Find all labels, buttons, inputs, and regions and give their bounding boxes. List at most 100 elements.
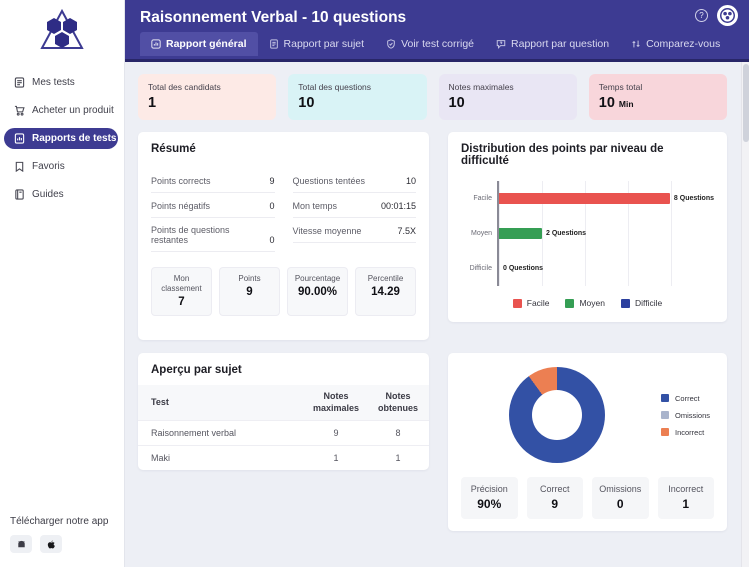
apple-icon xyxy=(47,540,55,548)
stat-precision: Précision 90% xyxy=(461,477,518,520)
sidebar-item-mes-tests[interactable]: Mes tests xyxy=(4,72,118,93)
legend-swatch-facile xyxy=(512,298,522,308)
donut-chart xyxy=(509,367,605,463)
tab-rapport-general[interactable]: Rapport général xyxy=(140,32,258,56)
kv-label: Vitesse moyenne xyxy=(292,226,362,236)
sidebar-item-label: Acheter un produit xyxy=(32,105,114,116)
stat-card-total-questions: Total des questions 10 xyxy=(288,74,427,120)
apple-app-button[interactable] xyxy=(40,535,62,553)
stat-value-number: 10 xyxy=(598,95,615,111)
legend-label: Omissions xyxy=(675,410,711,420)
sidebar-item-label: Rapports de tests xyxy=(32,133,117,144)
legend-label: Facile xyxy=(526,298,550,308)
column-header-test: Test xyxy=(151,396,169,407)
kv-points-corrects: Points corrects 9 xyxy=(151,168,275,193)
tab-bar: Rapport général Rapport par sujet Voir t… xyxy=(125,32,749,56)
legend-label: Moyen xyxy=(579,298,605,308)
subject-overview-card: Aperçu par sujet Test Notes maximales No… xyxy=(138,353,429,471)
column-header-notes-maximales: Notes maximales xyxy=(312,391,360,413)
android-icon xyxy=(17,540,25,547)
mini-label: Correct xyxy=(539,484,570,494)
stat-incorrect: Incorrect 1 xyxy=(657,477,714,520)
column-header-notes-obtenues: Notes obtenues xyxy=(377,391,418,413)
subject-table: Test Notes maximales Notes obtenues Rais… xyxy=(138,385,429,471)
top-header: Raisonnement Verbal - 10 questions Rappo… xyxy=(125,0,749,62)
tab-rapport-par-question[interactable]: Rapport par question xyxy=(485,32,620,56)
kv-value: 0 xyxy=(269,235,275,245)
stat-label: Notes maximales xyxy=(448,82,514,92)
sidebar-item-label: Mes tests xyxy=(32,77,75,88)
mini-value: 90% xyxy=(477,497,502,512)
sidebar-item-guides[interactable]: Guides xyxy=(4,184,118,205)
cell-notes-maximales: 1 xyxy=(304,445,367,471)
tab-label: Rapport général xyxy=(166,38,247,50)
mini-box-points: Points 9 xyxy=(219,267,280,316)
bar-category-label: Moyen xyxy=(470,230,492,237)
mini-label: Précision xyxy=(470,484,508,494)
bar-chart: Facile 8 Questions Moyen 2 Questions xyxy=(461,181,714,286)
kv-points-questions-restantes: Points de questions restantes 0 xyxy=(151,218,275,252)
bar-category-label: Facile xyxy=(473,195,492,202)
table-row[interactable]: Raisonnement verbal 9 8 xyxy=(138,420,429,446)
avatar-logo-icon xyxy=(720,8,735,23)
bar-data-label: 8 Questions xyxy=(673,195,714,202)
sidebar-item-favoris[interactable]: Favoris xyxy=(4,156,118,177)
bar-data-label: 0 Questions xyxy=(503,265,544,272)
scrollbar-thumb[interactable] xyxy=(743,64,749,142)
legend-correct: Correct xyxy=(661,394,710,403)
mini-label: Pourcentage xyxy=(294,274,341,283)
difficulty-distribution-card: Distribution des points par niveau de di… xyxy=(448,132,727,322)
stat-value: 1 xyxy=(148,95,157,111)
mini-label: Incorrect xyxy=(668,484,704,494)
legend-swatch-correct xyxy=(661,394,669,402)
legend-incorrect: Incorrect xyxy=(661,428,710,437)
subject-report-icon xyxy=(269,39,278,49)
stat-cards-row: Total des candidats 1 Total des question… xyxy=(138,74,727,120)
cell-test-name: Raisonnement verbal xyxy=(138,420,305,446)
report-icon xyxy=(14,133,25,144)
kv-label: Points négatifs xyxy=(151,201,211,211)
bar-track: 0 Questions xyxy=(497,251,714,286)
vertical-scrollbar[interactable] xyxy=(741,62,749,567)
kv-mon-temps: Mon temps 00:01:15 xyxy=(292,193,416,218)
mini-label: Mon classement xyxy=(161,274,202,293)
help-icon[interactable]: ? xyxy=(695,9,708,22)
user-avatar[interactable] xyxy=(717,5,738,26)
distribution-chart-title: Distribution des points par niveau de di… xyxy=(461,143,664,167)
cell-notes-maximales: 9 xyxy=(304,420,367,446)
sidebar-item-acheter-un-produit[interactable]: Acheter un produit xyxy=(4,100,118,121)
subject-table-title: Aperçu par sujet xyxy=(151,364,242,376)
legend-omissions: Omissions xyxy=(661,411,710,420)
tab-label: Rapport par question xyxy=(511,38,610,50)
sidebar-item-rapports-de-tests[interactable]: Rapports de tests xyxy=(4,128,118,149)
bookmark-icon xyxy=(15,161,24,172)
legend-swatch-moyen xyxy=(565,298,575,308)
bar-track: 2 Questions xyxy=(497,216,714,251)
stat-value: 10 Min xyxy=(599,95,717,111)
bar-facile xyxy=(499,193,670,204)
sidebar-item-label: Favoris xyxy=(32,161,65,172)
mini-value: 90.00% xyxy=(297,286,337,298)
app-logo[interactable] xyxy=(0,0,124,62)
table-row[interactable]: Maki 1 1 xyxy=(138,445,429,471)
kv-value: 9 xyxy=(269,176,275,186)
cell-notes-obtenues: 1 xyxy=(367,445,429,471)
kv-label: Points corrects xyxy=(151,176,211,186)
tab-rapport-par-sujet[interactable]: Rapport par sujet xyxy=(258,32,376,56)
sidebar-item-label: Guides xyxy=(32,189,64,200)
kv-questions-tentees: Questions tentées 10 xyxy=(292,168,416,193)
main-content: Total des candidats 1 Total des question… xyxy=(125,62,749,567)
android-app-button[interactable] xyxy=(10,535,32,553)
stat-omissions: Omissions 0 xyxy=(592,477,649,520)
mini-value: 14.29 xyxy=(371,286,400,298)
bar-category-label: Difficile xyxy=(469,265,492,272)
sidebar-footer: Télécharger notre app xyxy=(0,506,124,567)
donut-stats-row: Précision 90% Correct 9 Omissions 0 Incorre… xyxy=(461,477,714,520)
legend-facile: Facile xyxy=(512,298,550,308)
tab-voir-test-corrige[interactable]: Voir test corrigé xyxy=(375,32,485,56)
legend-swatch-omissions xyxy=(661,411,669,419)
corrected-test-icon xyxy=(387,39,395,49)
tab-comparez-vous[interactable]: Comparez-vous xyxy=(620,32,731,56)
mini-box-mon-classement: Mon classement 7 xyxy=(151,267,212,316)
legend-moyen: Moyen xyxy=(565,298,605,308)
